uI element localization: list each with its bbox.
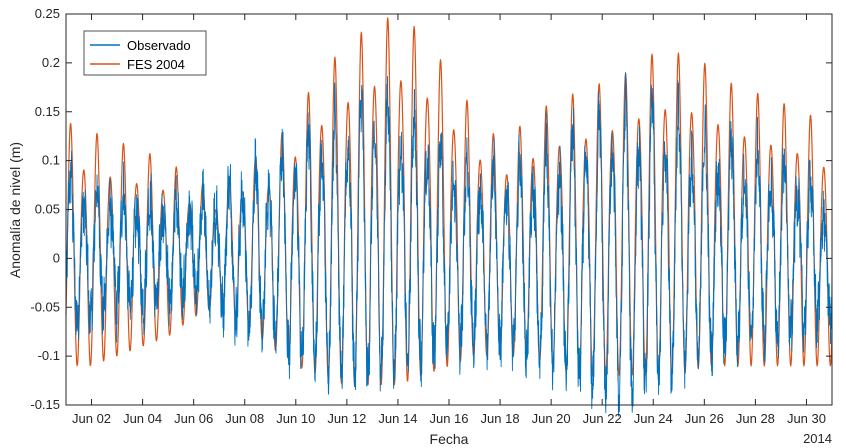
legend-label-observado: Observado: [127, 38, 191, 53]
x-tick-label: Jun 04: [123, 411, 162, 426]
y-axis-label: Anomalía de nivel (m): [7, 142, 23, 278]
x-tick-label: Jun 30: [787, 411, 826, 426]
x-tick-label: Jun 06: [174, 411, 213, 426]
y-tick-label: -0.1: [38, 348, 60, 363]
x-tick-label: Jun 12: [327, 411, 366, 426]
series-layer: [65, 17, 833, 417]
y-tick-label: 0.1: [42, 153, 60, 168]
x-tick-label: Jun 28: [736, 411, 775, 426]
y-tick-label: 0.2: [42, 55, 60, 70]
ticks-layer: -0.15 -0.1 -0.05 0 0.05 0.1 0.15 0.2 0.25 Jun 02 J…: [30, 6, 832, 426]
legend-box: [83, 30, 207, 76]
x-tick-label: Jun 14: [378, 411, 417, 426]
x-tick-label: Jun 08: [225, 411, 264, 426]
x-tick-label: Jun 18: [481, 411, 520, 426]
y-tick-label: 0.05: [35, 202, 60, 217]
x-secondary-label: 2014: [803, 431, 832, 446]
y-tick-label: -0.15: [30, 397, 60, 412]
x-tick-label: Jun 22: [583, 411, 622, 426]
x-tick-label: Jun 20: [532, 411, 571, 426]
x-axis-label: Fecha: [430, 431, 469, 447]
legend: Observado FES 2004: [83, 30, 207, 76]
x-tick-label: Jun 26: [685, 411, 724, 426]
y-tick-label: 0.25: [35, 6, 60, 21]
x-tick-label: Jun 10: [276, 411, 315, 426]
x-tick-label: Jun 16: [429, 411, 468, 426]
legend-label-fes-2004: FES 2004: [127, 57, 185, 72]
y-tick-label: 0: [53, 250, 60, 265]
x-tick-label: Jun 02: [72, 411, 111, 426]
x-tick-label: Jun 24: [634, 411, 673, 426]
y-tick-label: -0.05: [30, 299, 60, 314]
y-tick-label: 0.15: [35, 104, 60, 119]
series-line-observado: [65, 72, 833, 417]
